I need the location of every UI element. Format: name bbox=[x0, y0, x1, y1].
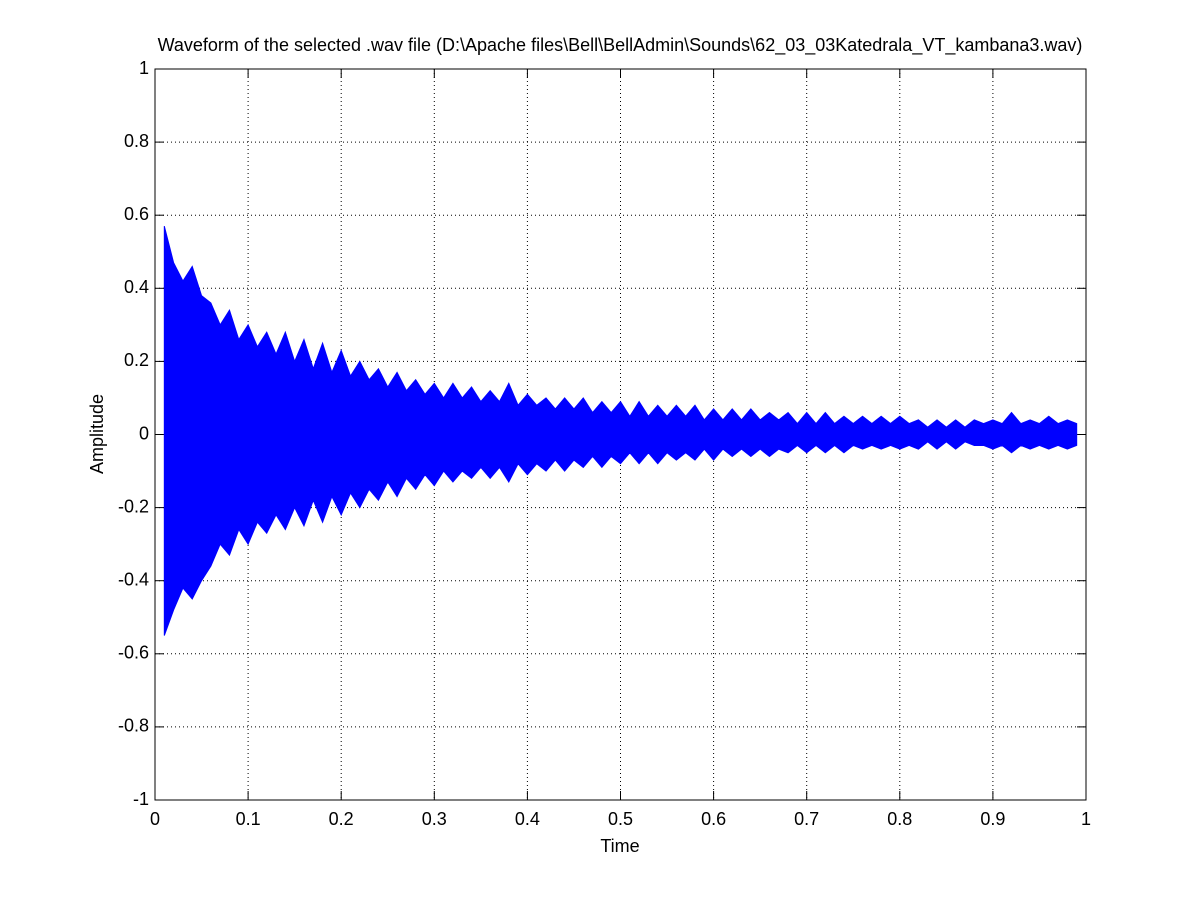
chart-title: Waveform of the selected .wav file (D:\A… bbox=[158, 35, 1083, 56]
y-axis-label: Amplitude bbox=[87, 394, 107, 474]
x-tick-label: 0.2 bbox=[329, 809, 354, 829]
axes-box bbox=[154, 68, 1087, 801]
y-tick-label: 1 bbox=[139, 58, 149, 78]
x-axis-label: Time bbox=[600, 836, 639, 856]
y-tick-label: -0.6 bbox=[118, 643, 149, 663]
y-tick-label: 0.2 bbox=[124, 350, 149, 370]
x-tick-label: 0 bbox=[150, 809, 160, 829]
y-tick-label: 0 bbox=[139, 423, 149, 443]
x-tick-label: 0.3 bbox=[422, 809, 447, 829]
x-tick-label: 0.6 bbox=[701, 809, 726, 829]
x-tick-label: 0.4 bbox=[515, 809, 540, 829]
y-tick-label: 0.8 bbox=[124, 131, 149, 151]
x-tick-label: 0.7 bbox=[794, 809, 819, 829]
y-tick-label: -0.8 bbox=[118, 716, 149, 736]
y-tick-label: -0.2 bbox=[118, 496, 149, 516]
x-tick-label: 1 bbox=[1081, 809, 1091, 829]
x-tick-label: 0.8 bbox=[887, 809, 912, 829]
x-tick-label: 0.5 bbox=[608, 809, 633, 829]
waveform-area bbox=[163, 434, 1078, 636]
x-tick-label: 0.1 bbox=[236, 809, 261, 829]
y-tick-label: -1 bbox=[133, 789, 149, 809]
y-tick-label: 0.6 bbox=[124, 204, 149, 224]
y-tick-label: 0.4 bbox=[124, 277, 149, 297]
y-tick-label: -0.4 bbox=[118, 569, 149, 589]
waveform-area bbox=[163, 226, 1078, 435]
x-tick-label: 0.9 bbox=[980, 809, 1005, 829]
